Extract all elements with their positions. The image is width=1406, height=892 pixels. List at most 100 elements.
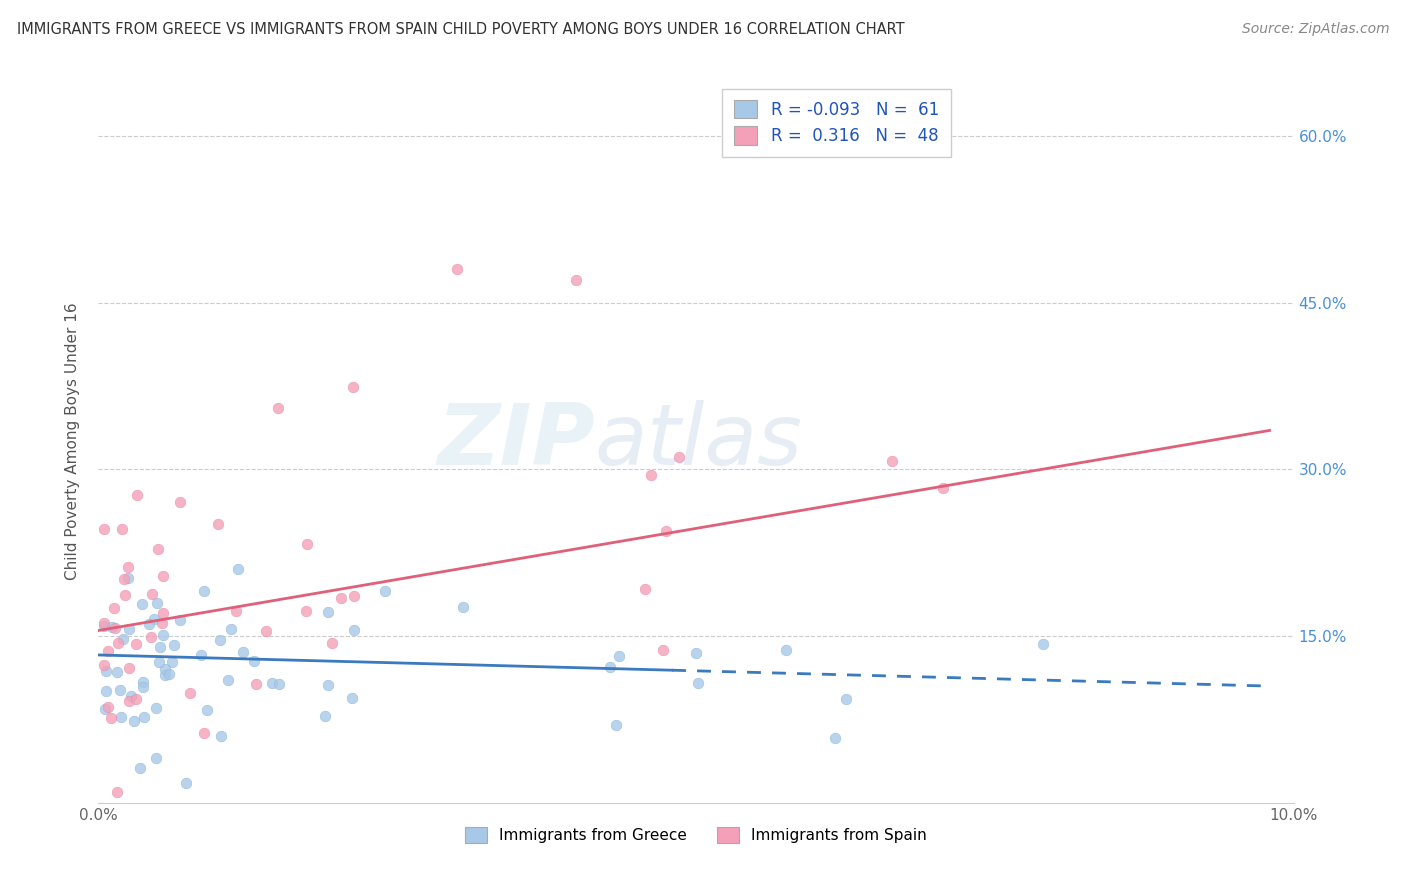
Point (565, 273, 588, 287)
Point (208, 633, 231, 648)
Point (343, 590, 366, 604)
Point (110, 710, 132, 724)
Point (193, 726, 215, 740)
Point (685, 646, 707, 660)
Point (94, 665, 117, 679)
Point (145, 701, 167, 715)
Point (209, 729, 232, 743)
Point (132, 674, 155, 689)
Point (93, 616, 115, 631)
Point (134, 709, 156, 723)
Point (118, 623, 141, 637)
Point (835, 692, 858, 706)
Point (97, 644, 120, 658)
Point (932, 481, 955, 495)
Point (112, 632, 135, 646)
Point (190, 648, 212, 662)
Point (599, 659, 621, 673)
Point (103, 601, 125, 615)
Point (150, 616, 173, 631)
Point (245, 676, 267, 690)
Text: IMMIGRANTS FROM GREECE VS IMMIGRANTS FROM SPAIN CHILD POVERTY AMONG BOYS UNDER 1: IMMIGRANTS FROM GREECE VS IMMIGRANTS FRO… (17, 22, 904, 37)
Point (153, 662, 176, 676)
Point (330, 591, 353, 605)
Point (228, 562, 250, 576)
Point (107, 636, 129, 650)
Point (93, 522, 115, 536)
Point (152, 606, 174, 620)
Point (120, 689, 142, 703)
Point (146, 596, 169, 610)
Point (157, 667, 180, 681)
Point (607, 648, 630, 663)
Point (316, 678, 339, 692)
Point (217, 673, 239, 687)
Point (117, 560, 139, 574)
Point (1032, 637, 1054, 651)
Point (129, 761, 152, 775)
Point (686, 676, 709, 690)
Point (340, 690, 363, 705)
Point (146, 542, 169, 557)
Point (775, 643, 797, 657)
Point (111, 522, 134, 536)
Point (882, 454, 904, 468)
Point (139, 630, 162, 644)
Point (243, 654, 266, 668)
Point (316, 605, 339, 619)
Point (104, 621, 127, 635)
Point (118, 660, 141, 674)
Point (138, 616, 160, 631)
Point (152, 628, 174, 642)
Point (640, 468, 662, 483)
Point (267, 677, 290, 691)
Point (93, 619, 115, 633)
Point (374, 583, 396, 598)
Text: Source: ZipAtlas.com: Source: ZipAtlas.com (1241, 22, 1389, 37)
Point (94, 702, 117, 716)
Point (100, 710, 122, 724)
Point (97, 700, 120, 714)
Point (605, 718, 627, 732)
Point (141, 587, 163, 601)
Point (207, 517, 229, 532)
Point (162, 655, 184, 669)
Point (342, 380, 364, 394)
Point (343, 623, 366, 637)
Y-axis label: Child Poverty Among Boys Under 16: Child Poverty Among Boys Under 16 (65, 302, 80, 581)
Point (153, 668, 176, 682)
Point (107, 665, 129, 679)
Point (297, 537, 319, 551)
Point (93, 657, 115, 672)
Point (193, 583, 215, 598)
Point (652, 642, 675, 657)
Point (110, 683, 132, 698)
Text: ZIP: ZIP (437, 400, 595, 483)
Point (125, 637, 148, 651)
Point (225, 604, 247, 618)
Point (169, 613, 191, 627)
Point (124, 714, 146, 728)
Point (145, 750, 167, 764)
Point (101, 620, 124, 634)
Point (117, 571, 139, 585)
Point (195, 704, 218, 718)
Point (314, 709, 336, 723)
Point (94, 683, 117, 698)
Point (446, 262, 468, 277)
Point (294, 604, 316, 618)
Point (127, 488, 149, 502)
Point (254, 624, 277, 638)
Point (163, 638, 186, 652)
Point (131, 597, 153, 611)
Point (179, 686, 201, 700)
Point (655, 524, 678, 538)
Point (453, 600, 475, 615)
Point (668, 450, 690, 464)
Point (152, 569, 174, 583)
Legend: Immigrants from Greece, Immigrants from Spain: Immigrants from Greece, Immigrants from … (460, 821, 932, 849)
Point (148, 655, 170, 669)
Point (118, 694, 141, 708)
Point (267, 401, 290, 416)
Point (131, 681, 153, 695)
